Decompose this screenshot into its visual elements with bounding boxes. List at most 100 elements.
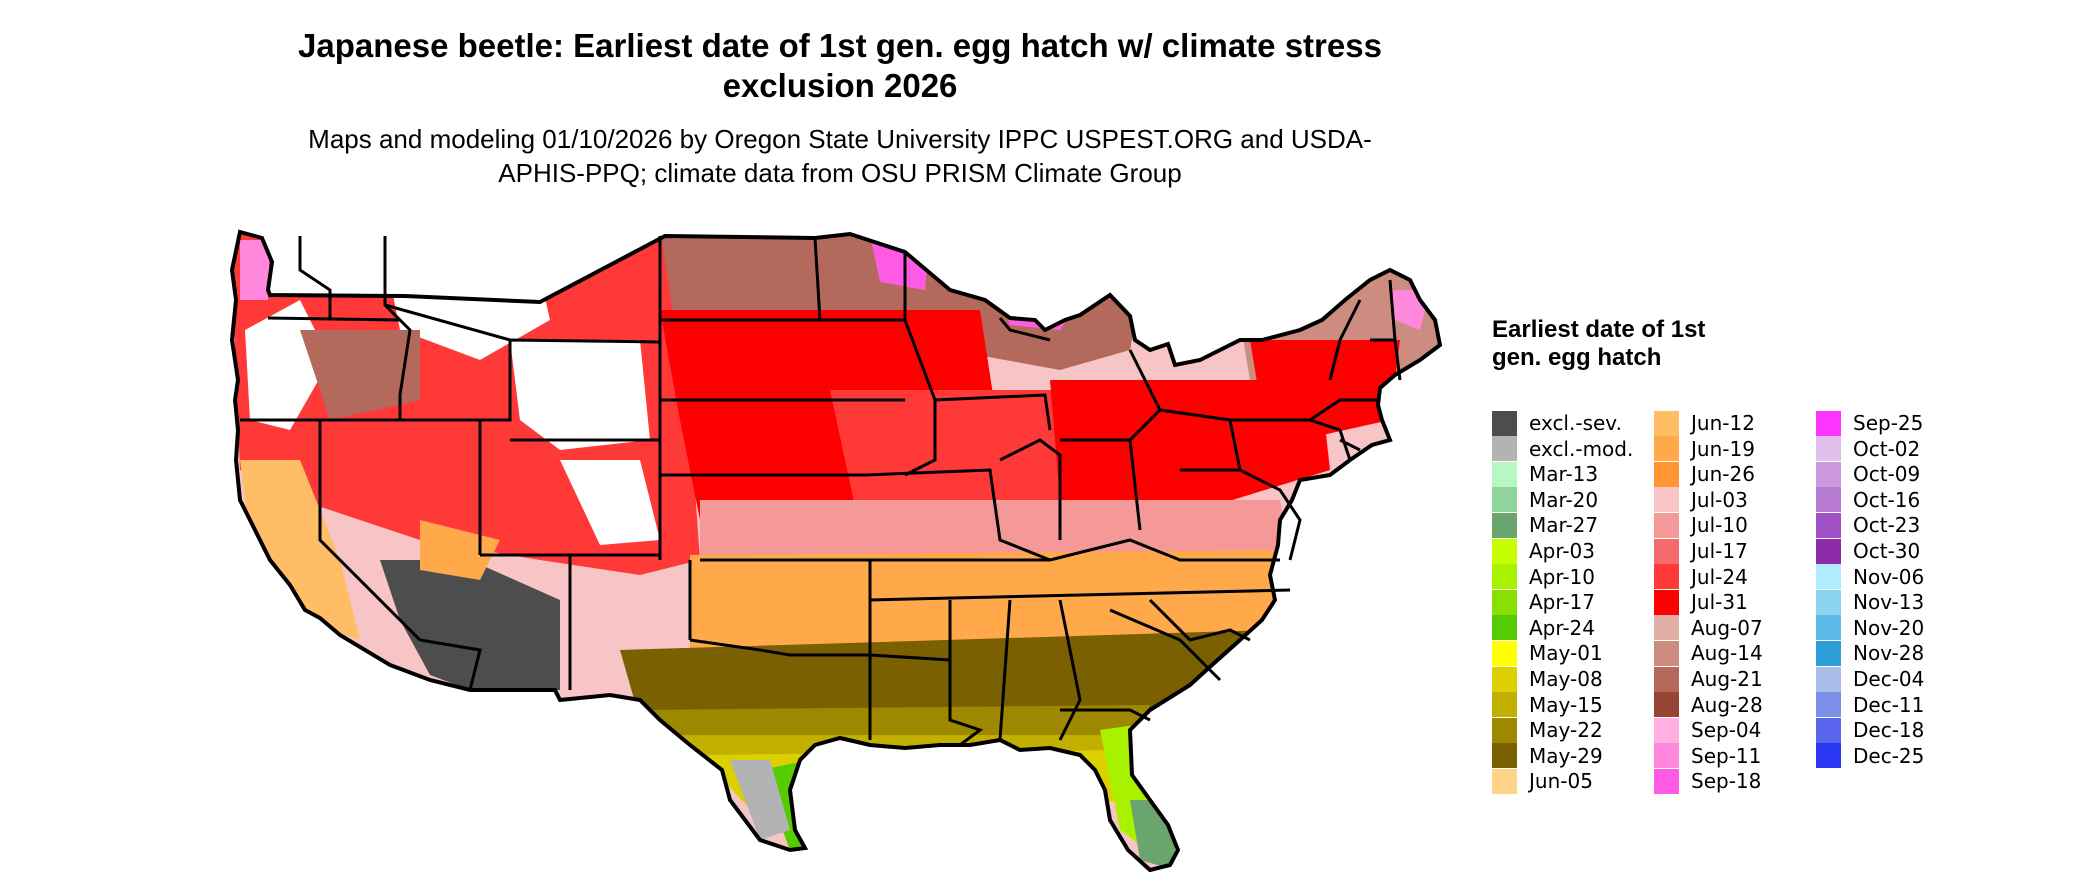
- legend-label: Jun-05: [1529, 769, 1593, 794]
- legend-label: Sep-25: [1853, 411, 1924, 435]
- legend-item: Mar-13: [1492, 461, 1598, 487]
- legend-label: Jul-31: [1691, 590, 1748, 615]
- legend-label: Jun-26: [1691, 462, 1755, 487]
- legend-item: Apr-10: [1492, 564, 1595, 590]
- legend-title: Earliest date of 1st gen. egg hatch: [1492, 316, 1706, 371]
- legend-item: Aug-28: [1654, 692, 1763, 718]
- legend-swatch: [1654, 461, 1679, 487]
- legend-item: Sep-18: [1654, 768, 1761, 794]
- legend-swatch: [1816, 743, 1841, 769]
- legend-item: Mar-27: [1492, 512, 1598, 538]
- legend-swatch: [1816, 538, 1841, 564]
- legend-swatch: [1492, 512, 1517, 538]
- legend-item: Nov-06: [1816, 564, 1924, 590]
- legend-label: Mar-13: [1529, 462, 1599, 487]
- legend-item: Aug-21: [1654, 666, 1763, 692]
- legend-swatch: [1816, 692, 1841, 718]
- legend-item: Oct-23: [1816, 512, 1920, 538]
- legend-swatch: [1654, 743, 1679, 769]
- legend-swatch: [1654, 640, 1679, 666]
- legend-label: Dec-11: [1853, 692, 1925, 717]
- legend-item: Jul-31: [1654, 589, 1748, 615]
- legend-label: Oct-16: [1853, 487, 1921, 512]
- legend-swatch: [1816, 640, 1841, 666]
- legend-item: excl.-mod.: [1492, 436, 1633, 462]
- legend-label: May-22: [1529, 718, 1603, 743]
- legend-swatch: [1492, 640, 1517, 666]
- legend-label: Mar-20: [1529, 487, 1599, 512]
- legend-label: Mar-27: [1529, 513, 1599, 538]
- legend-swatch: [1654, 692, 1679, 718]
- legend-item: Jul-24: [1654, 564, 1748, 590]
- legend-label: Jul-24: [1691, 564, 1748, 589]
- legend-label: Oct-09: [1853, 462, 1921, 487]
- legend-item: Apr-03: [1492, 538, 1595, 564]
- legend-item: Dec-11: [1816, 692, 1924, 718]
- legend-item: Apr-17: [1492, 589, 1595, 615]
- legend-swatch: [1492, 461, 1517, 487]
- legend-item: Jul-10: [1654, 512, 1748, 538]
- legend-label: May-01: [1529, 641, 1603, 666]
- legend-swatch: [1492, 436, 1517, 462]
- legend-swatch: [1816, 589, 1841, 615]
- legend-swatch: [1654, 487, 1679, 513]
- legend-swatch: [1492, 692, 1517, 718]
- legend-item: Sep-04: [1654, 717, 1761, 743]
- legend-item: excl.-sev.: [1492, 410, 1622, 436]
- legend-label: Jun-19: [1691, 436, 1755, 461]
- legend-swatch: [1816, 436, 1841, 462]
- legend-swatch: [1654, 538, 1679, 564]
- legend-item: May-22: [1492, 717, 1603, 743]
- legend-item: Nov-20: [1816, 615, 1924, 641]
- map-title: Japanese beetle: Earliest date of 1st ge…: [298, 27, 1382, 104]
- legend-label: Aug-28: [1691, 692, 1763, 717]
- legend-label: Jun-12: [1691, 411, 1755, 435]
- legend-item: Aug-14: [1654, 640, 1763, 666]
- legend-swatch: [1492, 615, 1517, 641]
- legend-item: May-29: [1492, 743, 1603, 769]
- legend-item: Dec-18: [1816, 717, 1924, 743]
- legend-item: Nov-28: [1816, 640, 1924, 666]
- map-subtitle: Maps and modeling 01/10/2026 by Oregon S…: [308, 124, 1372, 188]
- legend-label: Apr-03: [1529, 539, 1595, 563]
- legend-label: Nov-13: [1853, 590, 1925, 615]
- legend-item: Dec-25: [1816, 743, 1924, 769]
- legend-swatch: [1492, 768, 1517, 794]
- legend-label: Dec-18: [1853, 718, 1925, 743]
- legend-label: Apr-17: [1529, 590, 1595, 615]
- legend-swatch: [1654, 717, 1679, 743]
- legend-label: Sep-04: [1691, 718, 1762, 743]
- legend-label: Nov-20: [1853, 615, 1925, 640]
- legend-item: May-01: [1492, 640, 1603, 666]
- legend-label: Jul-10: [1691, 513, 1748, 538]
- legend-item: Sep-11: [1654, 743, 1761, 769]
- legend-item: Jun-12: [1654, 410, 1755, 436]
- legend-item: Dec-04: [1816, 666, 1924, 692]
- legend-swatch: [1654, 564, 1679, 590]
- legend-swatch: [1816, 410, 1841, 436]
- legend-label: Nov-06: [1853, 564, 1925, 589]
- legend-item: Jun-19: [1654, 436, 1755, 462]
- legend-item: Aug-07: [1654, 615, 1763, 641]
- legend-swatch: [1816, 717, 1841, 743]
- legend-label: May-29: [1529, 743, 1603, 768]
- legend-label: Jul-03: [1691, 487, 1748, 512]
- legend-item: Oct-09: [1816, 461, 1920, 487]
- legend-item: Jun-26: [1654, 461, 1755, 487]
- legend-swatch: [1654, 410, 1679, 436]
- legend-swatch: [1492, 743, 1517, 769]
- legend-swatch: [1492, 589, 1517, 615]
- legend-swatch: [1492, 487, 1517, 513]
- legend-label: Apr-24: [1529, 615, 1595, 640]
- legend-swatch: [1816, 564, 1841, 590]
- legend-label: Aug-14: [1691, 641, 1763, 666]
- legend-item: Sep-25: [1816, 410, 1923, 436]
- legend-label: Dec-25: [1853, 743, 1925, 768]
- legend-label: Aug-07: [1691, 615, 1763, 640]
- legend-label: Aug-21: [1691, 667, 1763, 691]
- legend-swatch: [1492, 564, 1517, 590]
- legend-item: May-08: [1492, 666, 1603, 692]
- legend-item: Oct-02: [1816, 436, 1920, 462]
- legend-label: Sep-11: [1691, 743, 1762, 768]
- legend-item: Jul-03: [1654, 487, 1748, 513]
